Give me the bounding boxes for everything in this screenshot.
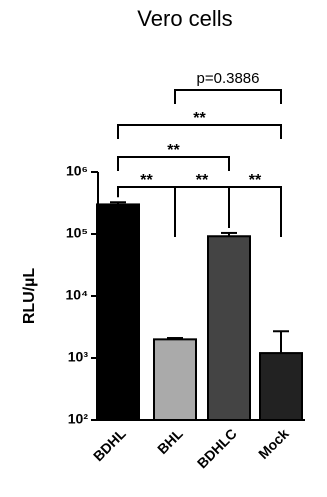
y-axis-label: RLU/µL bbox=[21, 268, 38, 325]
significance-label: ** bbox=[193, 110, 206, 127]
bar bbox=[207, 235, 251, 421]
significance-label: ** bbox=[140, 172, 153, 189]
significance-label: ** bbox=[196, 172, 209, 189]
y-tick-label: 10⁴ bbox=[66, 287, 89, 303]
significance-bracket bbox=[174, 89, 282, 104]
bar bbox=[259, 352, 303, 421]
significance-bracket bbox=[174, 186, 230, 237]
y-tick-label: 10² bbox=[68, 411, 89, 427]
significance-label: ** bbox=[249, 172, 262, 189]
significance-bracket bbox=[117, 124, 282, 139]
significance-label: p=0.3886 bbox=[197, 70, 260, 87]
chart-title: Vero cells bbox=[137, 6, 232, 31]
significance-bracket bbox=[228, 186, 282, 237]
significance-label: ** bbox=[167, 142, 180, 159]
x-tick-label: BHL bbox=[154, 425, 186, 457]
x-tick-label: Mock bbox=[255, 425, 292, 462]
y-tick-label: 10⁶ bbox=[66, 163, 88, 179]
bar bbox=[153, 338, 197, 422]
y-tick-label: 10⁵ bbox=[66, 225, 88, 241]
y-tick-label: 10³ bbox=[68, 349, 89, 365]
bar bbox=[96, 203, 140, 421]
x-tick-label: BDHL bbox=[90, 425, 129, 464]
significance-bracket bbox=[117, 156, 230, 171]
x-tick-label: BDHLC bbox=[194, 425, 240, 471]
